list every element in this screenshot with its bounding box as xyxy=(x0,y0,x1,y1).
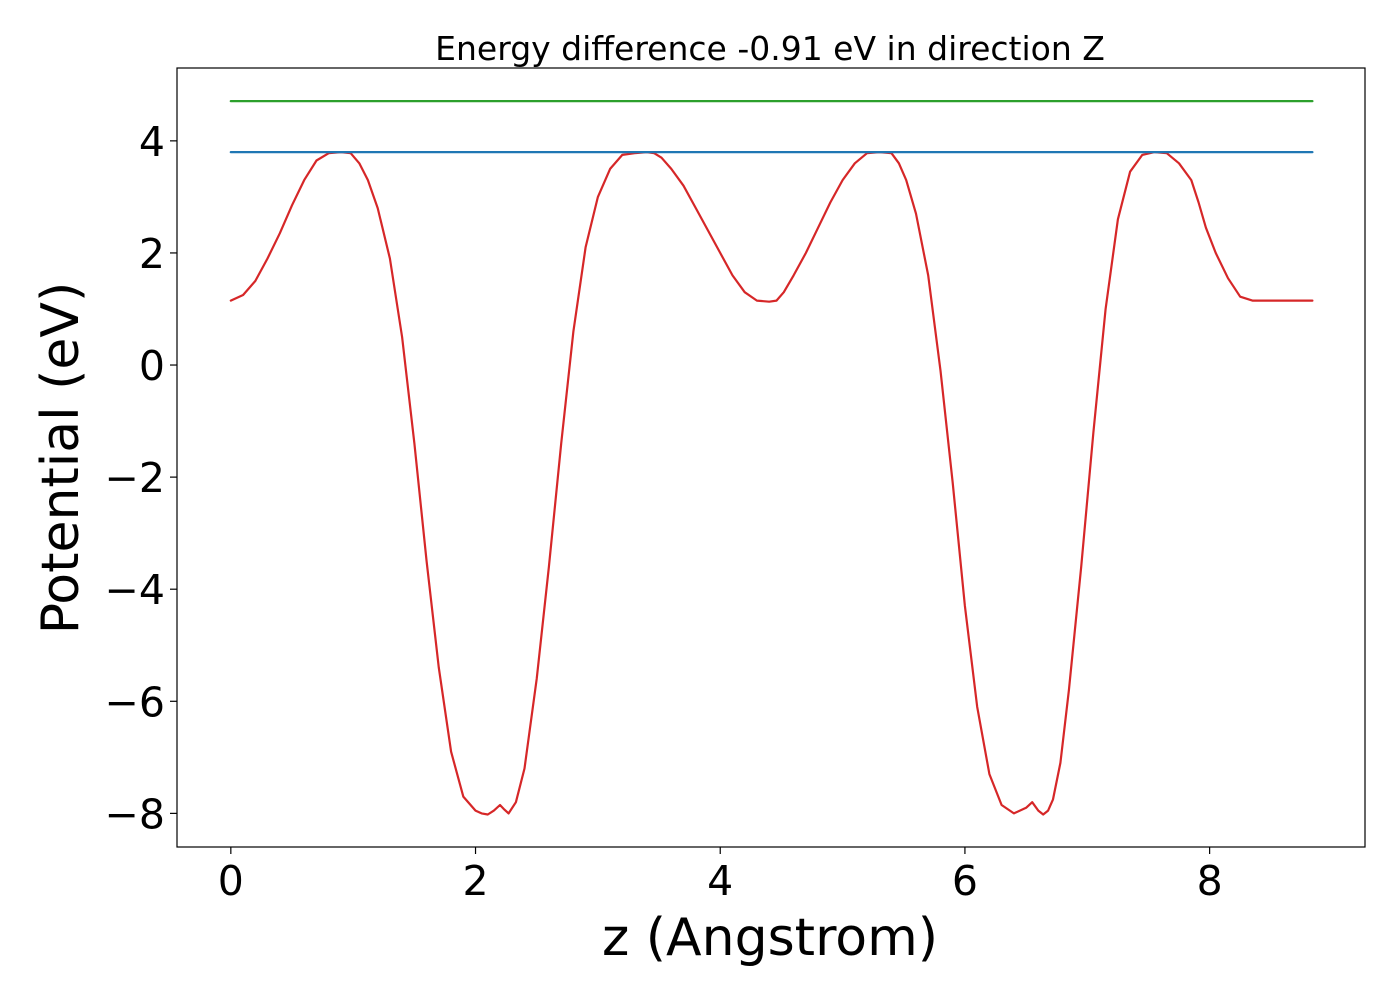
y-tick-label: 0 xyxy=(139,342,165,390)
y-tick-label: −4 xyxy=(105,566,165,614)
y-tick-label: 2 xyxy=(139,230,165,278)
y-tick-label: −6 xyxy=(105,678,165,726)
potential-line xyxy=(229,151,1314,816)
x-tick-label: 6 xyxy=(952,857,978,905)
y-tick-label: −8 xyxy=(105,790,165,838)
x-tick-label: 8 xyxy=(1197,857,1223,905)
x-tick-label: 2 xyxy=(462,857,488,905)
y-axis-label: Potential (eV) xyxy=(31,282,91,634)
x-tick-label: 4 xyxy=(707,857,733,905)
series-layer xyxy=(229,99,1314,816)
x-axis-label: z (Angstrom) xyxy=(602,908,938,968)
y-axis: −8 −6 −4 −2 0 2 4 xyxy=(105,118,177,838)
y-tick-label: 4 xyxy=(139,118,165,166)
y-tick-label: −2 xyxy=(105,454,165,502)
chart-title: Energy difference -0.91 eV in direction … xyxy=(435,29,1105,68)
x-tick-label: 0 xyxy=(218,857,244,905)
plot-area-frame xyxy=(176,67,1366,848)
x-axis: 0 2 4 6 8 xyxy=(218,847,1223,905)
